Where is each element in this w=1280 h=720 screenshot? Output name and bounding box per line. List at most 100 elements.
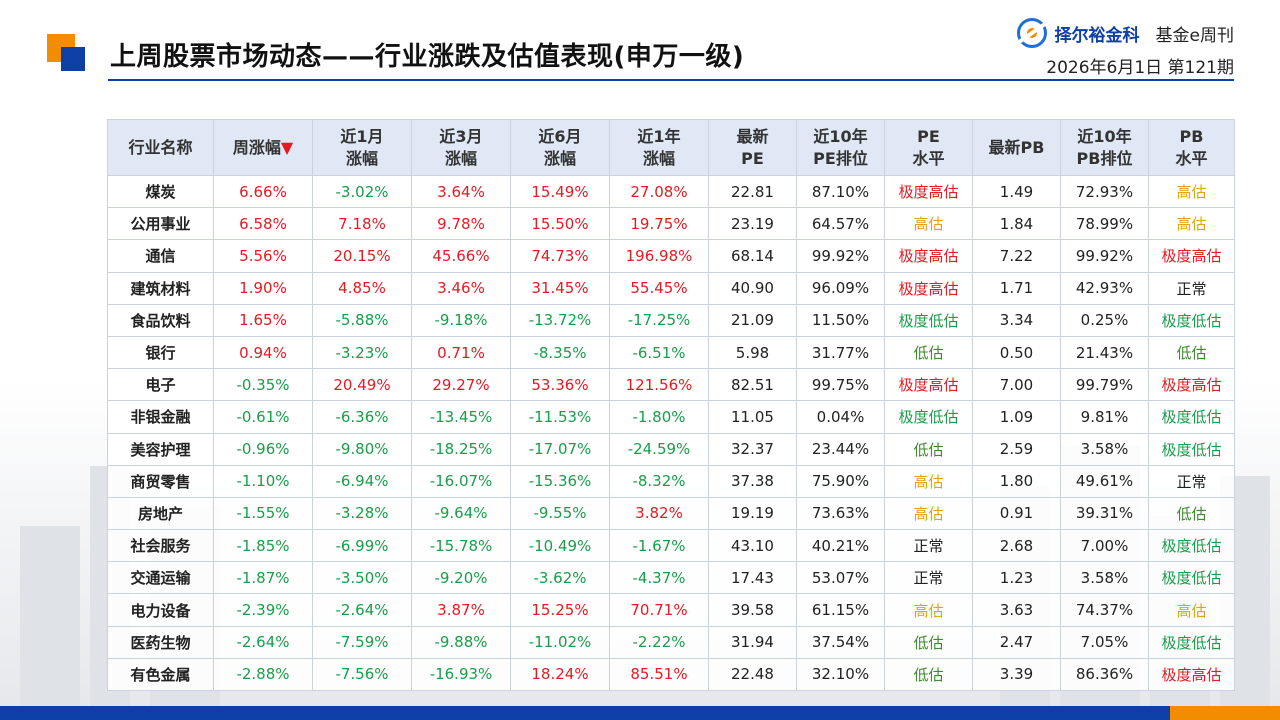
issue-info: 2026年6月1日 第121期 <box>1046 58 1234 78</box>
table-row: 医药生物 -2.64% -7.59% -9.88% -11.02% -2.22% 31.94… <box>107 625 1235 659</box>
cell-pe-level: 高估 <box>884 593 973 627</box>
cell-pe-level: 高估 <box>884 464 973 498</box>
cell-m6: -8.35% <box>510 335 610 370</box>
cell-pb-rank: 9.81% <box>1060 400 1149 434</box>
cell-m3: 0.71% <box>411 335 511 370</box>
cell-name: 电力设备 <box>107 593 214 627</box>
cell-m3: -16.07% <box>411 464 511 498</box>
sort-desc-icon[interactable]: ▼ <box>280 137 294 157</box>
cell-y1: 121.56% <box>609 368 709 402</box>
column-header-line1: 行业名称 <box>128 137 193 157</box>
industry-table-wrap: 行业名称 周涨幅▼ 近1月 涨幅 近3月 涨幅 近6月 涨幅 近1年 涨幅 最新 PE 近10年 PE排位… <box>107 119 1235 692</box>
cell-m6: 15.49% <box>510 174 610 209</box>
cell-m6: -10.49% <box>510 529 610 563</box>
cell-name: 社会服务 <box>107 529 214 563</box>
cell-week: 1.65% <box>213 303 313 337</box>
cell-y1: -1.80% <box>609 400 709 434</box>
cell-pb-level: 低估 <box>1148 496 1235 531</box>
cell-name: 银行 <box>107 335 214 370</box>
cell-pb: 3.63 <box>972 593 1061 627</box>
brand-name: 择尔裕金科 <box>1054 25 1140 46</box>
cell-pb-level: 极度高估 <box>1148 239 1235 273</box>
column-header-line1: 近10年 <box>1077 126 1132 146</box>
cell-pb-level: 极度低估 <box>1148 400 1235 434</box>
cell-m3: -9.18% <box>411 303 511 337</box>
cell-pb-rank: 72.93% <box>1060 174 1149 209</box>
cell-pb-level: 极度低估 <box>1148 561 1235 595</box>
cell-pe: 22.81 <box>708 174 797 209</box>
cell-pe: 31.94 <box>708 625 797 659</box>
cell-y1: 3.82% <box>609 496 709 531</box>
column-header-line1: PE <box>917 126 940 146</box>
cell-m6: 15.25% <box>510 593 610 627</box>
cell-name: 房地产 <box>107 496 214 531</box>
page-title: 上周股票市场动态——行业涨跌及估值表现(申万一级) <box>110 42 745 72</box>
column-header: PB 水平 <box>1148 119 1235 176</box>
table-row: 食品饮料 1.65% -5.88% -9.18% -13.72% -17.25% 21.09… <box>107 303 1235 337</box>
cell-m1: -3.23% <box>312 335 412 370</box>
cell-pe-level: 高估 <box>884 496 973 531</box>
cell-pe-rank: 40.21% <box>796 529 885 563</box>
table-row: 美容护理 -0.96% -9.80% -18.25% -17.07% -24.59% 32.… <box>107 432 1235 466</box>
cell-m1: -3.50% <box>312 561 412 595</box>
cell-m1: -7.59% <box>312 625 412 659</box>
cell-pb-rank: 3.58% <box>1060 432 1149 466</box>
cell-m3: -13.45% <box>411 400 511 434</box>
table-row: 煤炭 6.66% -3.02% 3.64% 15.49% 27.08% 22.81 87.10… <box>107 174 1235 209</box>
cell-pe-rank: 31.77% <box>796 335 885 370</box>
cell-m1: 20.49% <box>312 368 412 402</box>
table-header-row: 行业名称 周涨幅▼ 近1月 涨幅 近3月 涨幅 近6月 涨幅 近1年 涨幅 最新 PE 近10年 PE排位… <box>107 119 1235 176</box>
cell-m6: -11.02% <box>510 625 610 659</box>
cell-pb-level: 极度低估 <box>1148 303 1235 337</box>
column-header-line2: 涨幅 <box>543 148 576 168</box>
cell-pe-rank: 23.44% <box>796 432 885 466</box>
table-row: 交通运输 -1.87% -3.50% -9.20% -3.62% -4.37% 17.43 5… <box>107 561 1235 595</box>
cell-pe-level: 极度低估 <box>884 400 973 434</box>
cell-y1: 85.51% <box>609 657 709 692</box>
cell-pb-rank: 0.25% <box>1060 303 1149 337</box>
column-header: 行业名称 <box>107 119 214 176</box>
cell-y1: 70.71% <box>609 593 709 627</box>
cell-pe-rank: 73.63% <box>796 496 885 531</box>
cell-m1: -6.36% <box>312 400 412 434</box>
cell-pe: 32.37 <box>708 432 797 466</box>
table-row: 有色金属 -2.88% -7.56% -16.93% 18.24% 85.51% 22.48… <box>107 657 1235 692</box>
cell-pb: 7.22 <box>972 239 1061 273</box>
cell-pb: 1.84 <box>972 207 1061 241</box>
cell-pb-rank: 21.43% <box>1060 335 1149 370</box>
cell-m1: 4.85% <box>312 271 412 305</box>
cell-pb-rank: 7.05% <box>1060 625 1149 659</box>
cell-m1: -6.94% <box>312 464 412 498</box>
cell-m3: -15.78% <box>411 529 511 563</box>
column-header-line2: 涨幅 <box>642 148 675 168</box>
cell-pb: 1.23 <box>972 561 1061 595</box>
column-header-line1: 近1月 <box>340 126 384 146</box>
column-header-line2: PE <box>741 148 764 168</box>
cell-m1: -9.80% <box>312 432 412 466</box>
cell-pb-level: 低估 <box>1148 335 1235 370</box>
cell-pe-rank: 87.10% <box>796 174 885 209</box>
table-row: 通信 5.56% 20.15% 45.66% 74.73% 196.98% 68.14 99.… <box>107 239 1235 273</box>
cell-m3: 3.87% <box>411 593 511 627</box>
cell-pe: 23.19 <box>708 207 797 241</box>
cell-m1: -3.28% <box>312 496 412 531</box>
cell-pb: 1.80 <box>972 464 1061 498</box>
cell-m1: 7.18% <box>312 207 412 241</box>
cell-pe-level: 正常 <box>884 561 973 595</box>
cell-pe-rank: 99.75% <box>796 368 885 402</box>
footer-accent <box>1170 706 1280 720</box>
cell-pb: 2.68 <box>972 529 1061 563</box>
cell-pe-level: 极度高估 <box>884 271 973 305</box>
cell-pb: 3.34 <box>972 303 1061 337</box>
column-header-line2: 水平 <box>1175 148 1208 168</box>
cell-m6: -17.07% <box>510 432 610 466</box>
cell-pe-level: 极度高估 <box>884 174 973 209</box>
cell-pb-rank: 99.92% <box>1060 239 1149 273</box>
cell-pb-level: 极度低估 <box>1148 529 1235 563</box>
cell-m3: 9.78% <box>411 207 511 241</box>
cell-pb-rank: 78.99% <box>1060 207 1149 241</box>
column-header[interactable]: 周涨幅▼ <box>213 119 313 176</box>
cell-pe-level: 高估 <box>884 207 973 241</box>
cell-m3: -9.88% <box>411 625 511 659</box>
column-header: 最新 PE <box>708 119 797 176</box>
